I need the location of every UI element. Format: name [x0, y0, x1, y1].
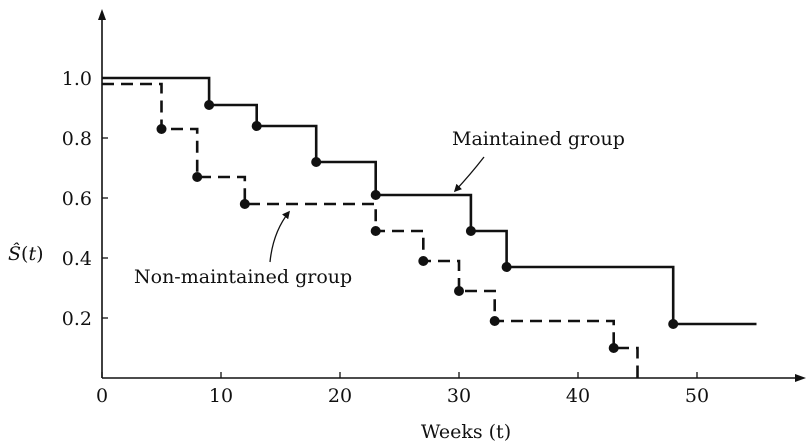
x-tick-label: 30 [447, 385, 471, 407]
x-tick-label: 10 [209, 385, 233, 407]
maintained-event-point [465, 226, 476, 236]
non-maintained-event-point [370, 226, 381, 236]
maintained-group-label: Maintained group [452, 128, 625, 150]
non-maintained-event-point [418, 256, 429, 266]
series [102, 76, 757, 378]
y-axis-title: Ŝ(t) [8, 242, 44, 265]
non-maintained-event-point [192, 172, 203, 182]
non-maintained-event-point [608, 343, 619, 353]
x-tick-label: 0 [96, 385, 108, 407]
non-maintained-group-pointer [269, 210, 290, 263]
y-tick-label: 0.4 [62, 248, 92, 270]
x-tick-label: 50 [685, 385, 709, 407]
maintained-event-point [370, 190, 381, 200]
y-tick-label: 0.6 [62, 188, 92, 210]
non-maintained-event-point [454, 286, 464, 296]
y-tick-label: 0.2 [62, 308, 92, 330]
x-axis-arrow-icon [795, 374, 806, 382]
y-tick-label: 1.0 [62, 68, 92, 90]
y-tick-label: 0.8 [62, 128, 92, 150]
maintained-event-point [251, 121, 262, 131]
non-maintained-event-point [489, 316, 500, 326]
y-axis-arrow-icon [98, 9, 106, 20]
non-maintained-event-point [156, 124, 167, 134]
x-tick-label: 20 [328, 385, 352, 407]
x-tick-label: 40 [566, 385, 590, 407]
maintained-group-pointer [453, 156, 485, 193]
maintained-event-point [668, 319, 679, 329]
non-maintained-series-line [102, 82, 639, 378]
non-maintained-group-label: Non-maintained group [134, 266, 352, 288]
maintained-event-point [311, 157, 322, 167]
ticks: 0 10 20 30 40 50 0.2 0.4 0.6 0.8 1.0 [62, 68, 709, 407]
maintained-series-line [102, 76, 757, 326]
x-axis-title: Weeks (t) [421, 421, 511, 443]
maintained-event-point [501, 262, 512, 272]
non-maintained-event-point [239, 199, 250, 209]
maintained-event-point [204, 100, 215, 110]
